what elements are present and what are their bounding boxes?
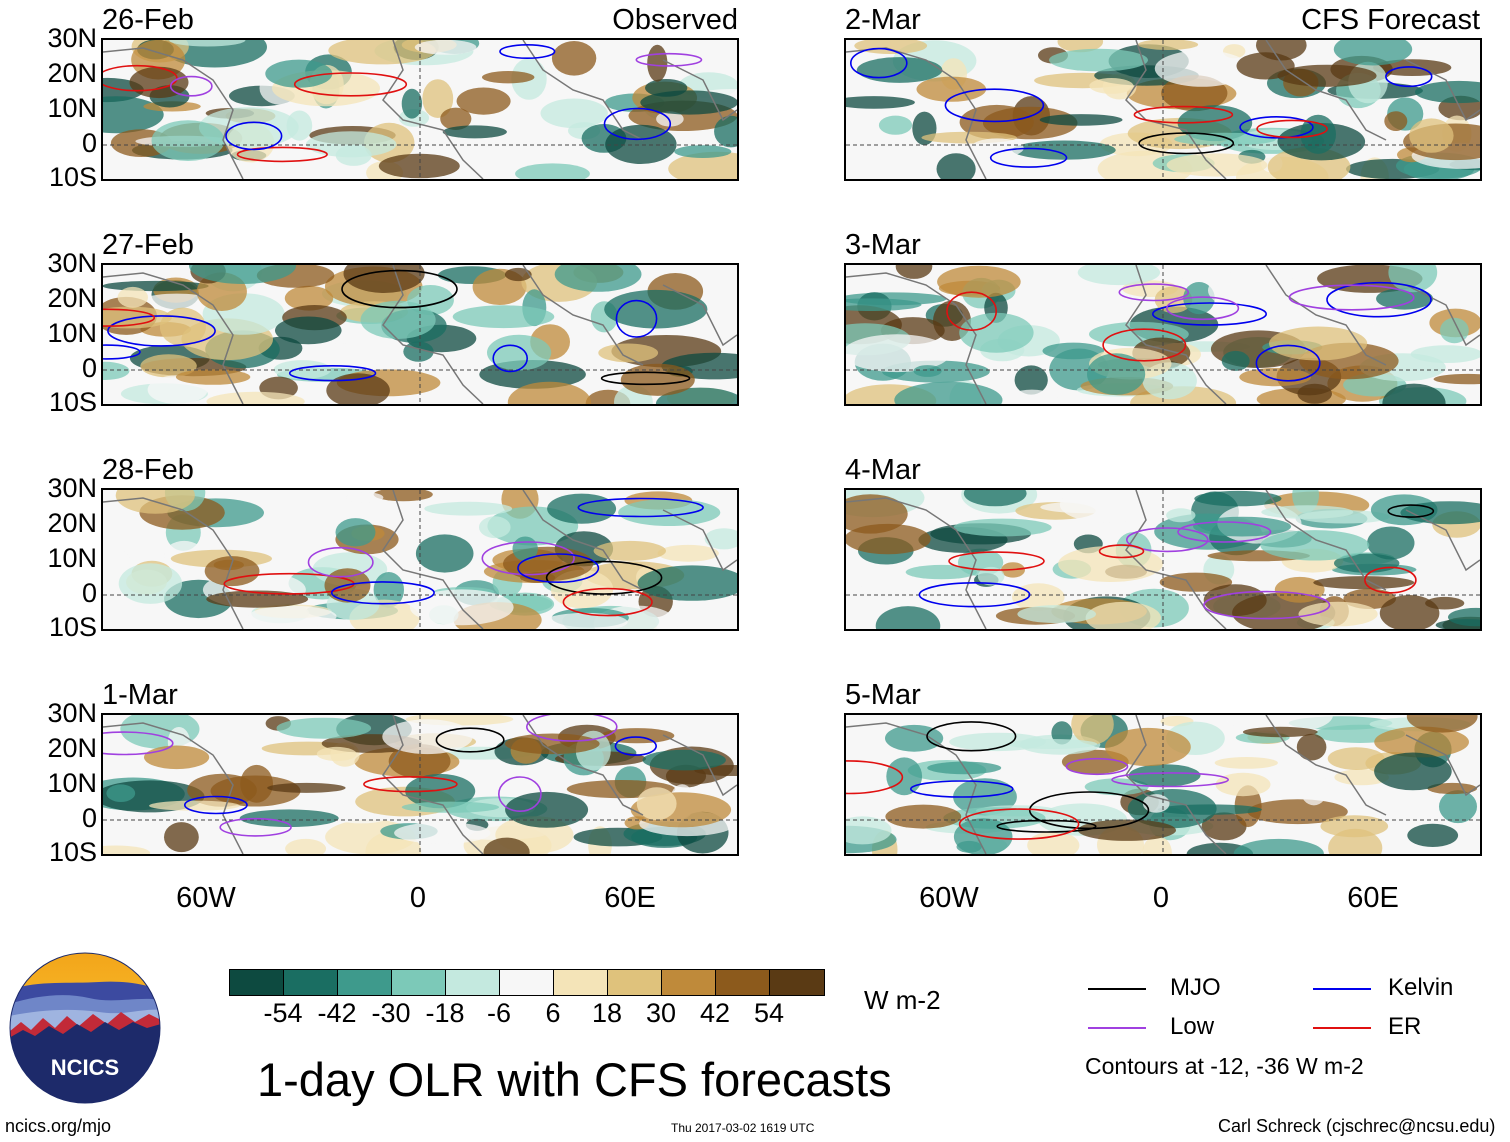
- colorbar-tick-label: -42: [317, 998, 357, 1028]
- lat-label: 10S: [48, 837, 97, 867]
- lat-label: 0: [81, 128, 97, 158]
- colorbar-tick-label: -54: [263, 998, 303, 1028]
- lon-label: 0: [1152, 882, 1170, 914]
- observed-title: Observed: [612, 4, 738, 36]
- lat-label: 20N: [47, 508, 97, 538]
- olr-map-right-3: [844, 713, 1482, 856]
- lon-label: 0: [409, 882, 427, 914]
- colorbar-swatch: [446, 970, 500, 995]
- legend-mjo-swatch: [1088, 988, 1146, 990]
- legend-er-label: ER: [1388, 1013, 1422, 1040]
- contours-note: Contours at -12, -36 W m-2: [1085, 1053, 1364, 1079]
- footer-timestamp: Thu 2017-03-02 1619 UTC: [671, 1121, 815, 1135]
- panel-date-left-0: 26-Feb: [102, 4, 194, 36]
- olr-map-left-1: [101, 263, 739, 406]
- footer-credit: Carl Schreck (cjschrec@ncsu.edu): [1218, 1116, 1496, 1136]
- panel-date-right-1: 3-Mar: [845, 229, 921, 261]
- lon-label: 60E: [604, 882, 656, 914]
- olr-map-right-0: [844, 38, 1482, 181]
- lon-label: 60W: [176, 882, 236, 914]
- colorbar-swatch: [392, 970, 446, 995]
- olr-colorbar: [229, 969, 825, 996]
- olr-map-left-0: [101, 38, 739, 181]
- colorbar-tick-label: 42: [699, 998, 731, 1028]
- legend-low-swatch: [1088, 1027, 1146, 1029]
- colorbar-tick-label: 18: [591, 998, 623, 1028]
- panel-date-right-3: 5-Mar: [845, 679, 921, 711]
- colorbar-swatch: [554, 970, 608, 995]
- panel-date-left-1: 27-Feb: [102, 229, 194, 261]
- lon-label: 60E: [1347, 882, 1399, 914]
- lat-label: 30N: [47, 23, 97, 53]
- colorbar-swatch: [770, 970, 824, 995]
- colorbar-swatch: [500, 970, 554, 995]
- colorbar-swatch: [284, 970, 338, 995]
- lon-label: 60W: [919, 882, 979, 914]
- lat-label: 10N: [47, 543, 97, 573]
- colorbar-tick-label: 54: [753, 998, 785, 1028]
- lat-label: 20N: [47, 283, 97, 313]
- lat-label: 30N: [47, 473, 97, 503]
- colorbar-tick-label: -30: [371, 998, 411, 1028]
- lat-label: 10S: [48, 387, 97, 417]
- colorbar-swatch: [608, 970, 662, 995]
- lat-label: 30N: [47, 248, 97, 278]
- lat-label: 10S: [48, 162, 97, 192]
- panel-date-right-2: 4-Mar: [845, 454, 921, 486]
- lat-label: 20N: [47, 58, 97, 88]
- colorbar-swatch: [230, 970, 284, 995]
- panel-date-left-2: 28-Feb: [102, 454, 194, 486]
- main-title: 1-day OLR with CFS forecasts: [257, 1053, 892, 1106]
- colorbar-tick-label: 30: [645, 998, 677, 1028]
- lat-label: 20N: [47, 733, 97, 763]
- footer-url: ncics.org/mjo: [5, 1116, 112, 1136]
- colorbar-tick-label: -6: [486, 998, 511, 1028]
- logo-text: NCICS: [51, 1055, 119, 1080]
- lat-label: 0: [81, 578, 97, 608]
- legend-kelvin-swatch: [1313, 988, 1371, 990]
- legend-mjo-label: MJO: [1170, 974, 1221, 1001]
- lat-label: 10S: [48, 612, 97, 642]
- lat-label: 10N: [47, 768, 97, 798]
- panel-date-left-3: 1-Mar: [102, 679, 178, 711]
- cfs-forecast-title: CFS Forecast: [1301, 4, 1480, 36]
- legend-low-label: Low: [1170, 1013, 1215, 1040]
- olr-map-right-1: [844, 263, 1482, 406]
- colorbar-swatch: [662, 970, 716, 995]
- colorbar-swatch: [338, 970, 392, 995]
- colorbar-swatch: [716, 970, 770, 995]
- colorbar-units: W m-2: [864, 985, 941, 1015]
- legend-er-swatch: [1313, 1027, 1371, 1029]
- colorbar-tick-label: -18: [425, 998, 465, 1028]
- legend-kelvin-label: Kelvin: [1388, 974, 1454, 1001]
- lat-label: 10N: [47, 318, 97, 348]
- lat-label: 30N: [47, 698, 97, 728]
- lat-label: 10N: [47, 93, 97, 123]
- lat-label: 0: [81, 803, 97, 833]
- olr-map-right-2: [844, 488, 1482, 631]
- panel-date-right-0: 2-Mar: [845, 4, 921, 36]
- lat-label: 0: [81, 353, 97, 383]
- ncics-logo: NCICS: [9, 952, 161, 1104]
- olr-map-left-2: [101, 488, 739, 631]
- colorbar-tick-label: 6: [545, 998, 561, 1028]
- olr-map-left-3: [101, 713, 739, 856]
